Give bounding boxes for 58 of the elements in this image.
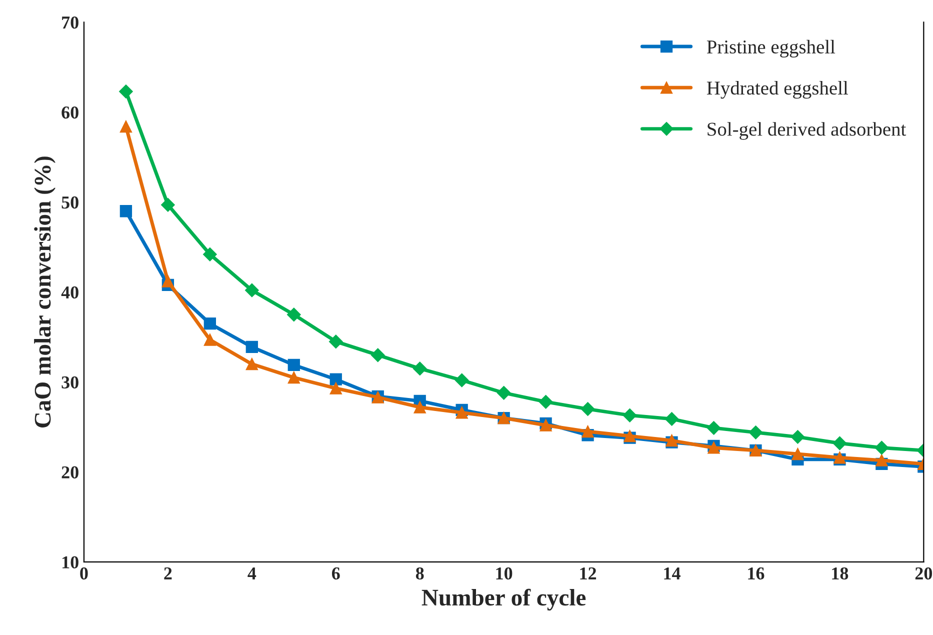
point [748,426,763,440]
x-tick-label: 16 [748,567,764,580]
x-tick-label: 4 [248,567,256,580]
point [414,401,426,414]
point [288,371,300,384]
y-tick-label: 70 [62,16,78,29]
x-tick-label: 2 [164,567,172,580]
point [412,362,427,376]
y-tick-label: 20 [62,466,78,478]
point [162,275,174,288]
x-tick-label: 10 [496,567,512,580]
x-tick-label: 14 [664,567,680,580]
x-tick-label: 6 [332,567,340,580]
point [161,198,175,212]
point [792,448,804,460]
y-tick-label: 10 [62,556,78,568]
point [286,308,301,322]
point [120,120,132,133]
legend-label: Hydrated eggshell [706,80,848,99]
point [204,318,216,330]
y-axis-title: CaO molar conversion (%) [34,156,56,428]
y-tick-label: 40 [61,286,78,299]
point [370,348,385,362]
legend-label: Sol-gel derived adsorbent [708,122,906,140]
x-tick-label: 20 [915,567,932,580]
point [706,421,721,435]
x-tick-label: 12 [580,567,596,580]
point [246,358,258,370]
point [622,408,637,422]
legend-label: Pristine eggshell [706,40,836,58]
point [538,394,553,409]
y-tick-label: 50 [62,196,78,209]
point [456,406,468,419]
point [496,386,511,400]
y-tick-label: 30 [62,376,78,388]
point [288,358,300,372]
point [120,205,132,218]
point [203,247,217,262]
point [832,436,847,450]
point [246,340,258,354]
point [664,412,679,426]
point [790,430,805,444]
y-tick-label: 60 [62,106,78,119]
point [204,334,216,346]
point [454,373,469,388]
point [245,283,259,298]
point [328,334,343,348]
point [876,454,888,466]
point [330,382,342,394]
point [330,373,342,386]
x-tick-label: 18 [832,567,848,580]
point [119,84,133,98]
point [580,402,595,416]
x-tick-label: 0 [80,567,88,580]
x-tick-label: 8 [416,567,424,580]
x-axis-title: Number of cycle [422,588,586,610]
point [874,440,889,455]
point [582,425,594,438]
